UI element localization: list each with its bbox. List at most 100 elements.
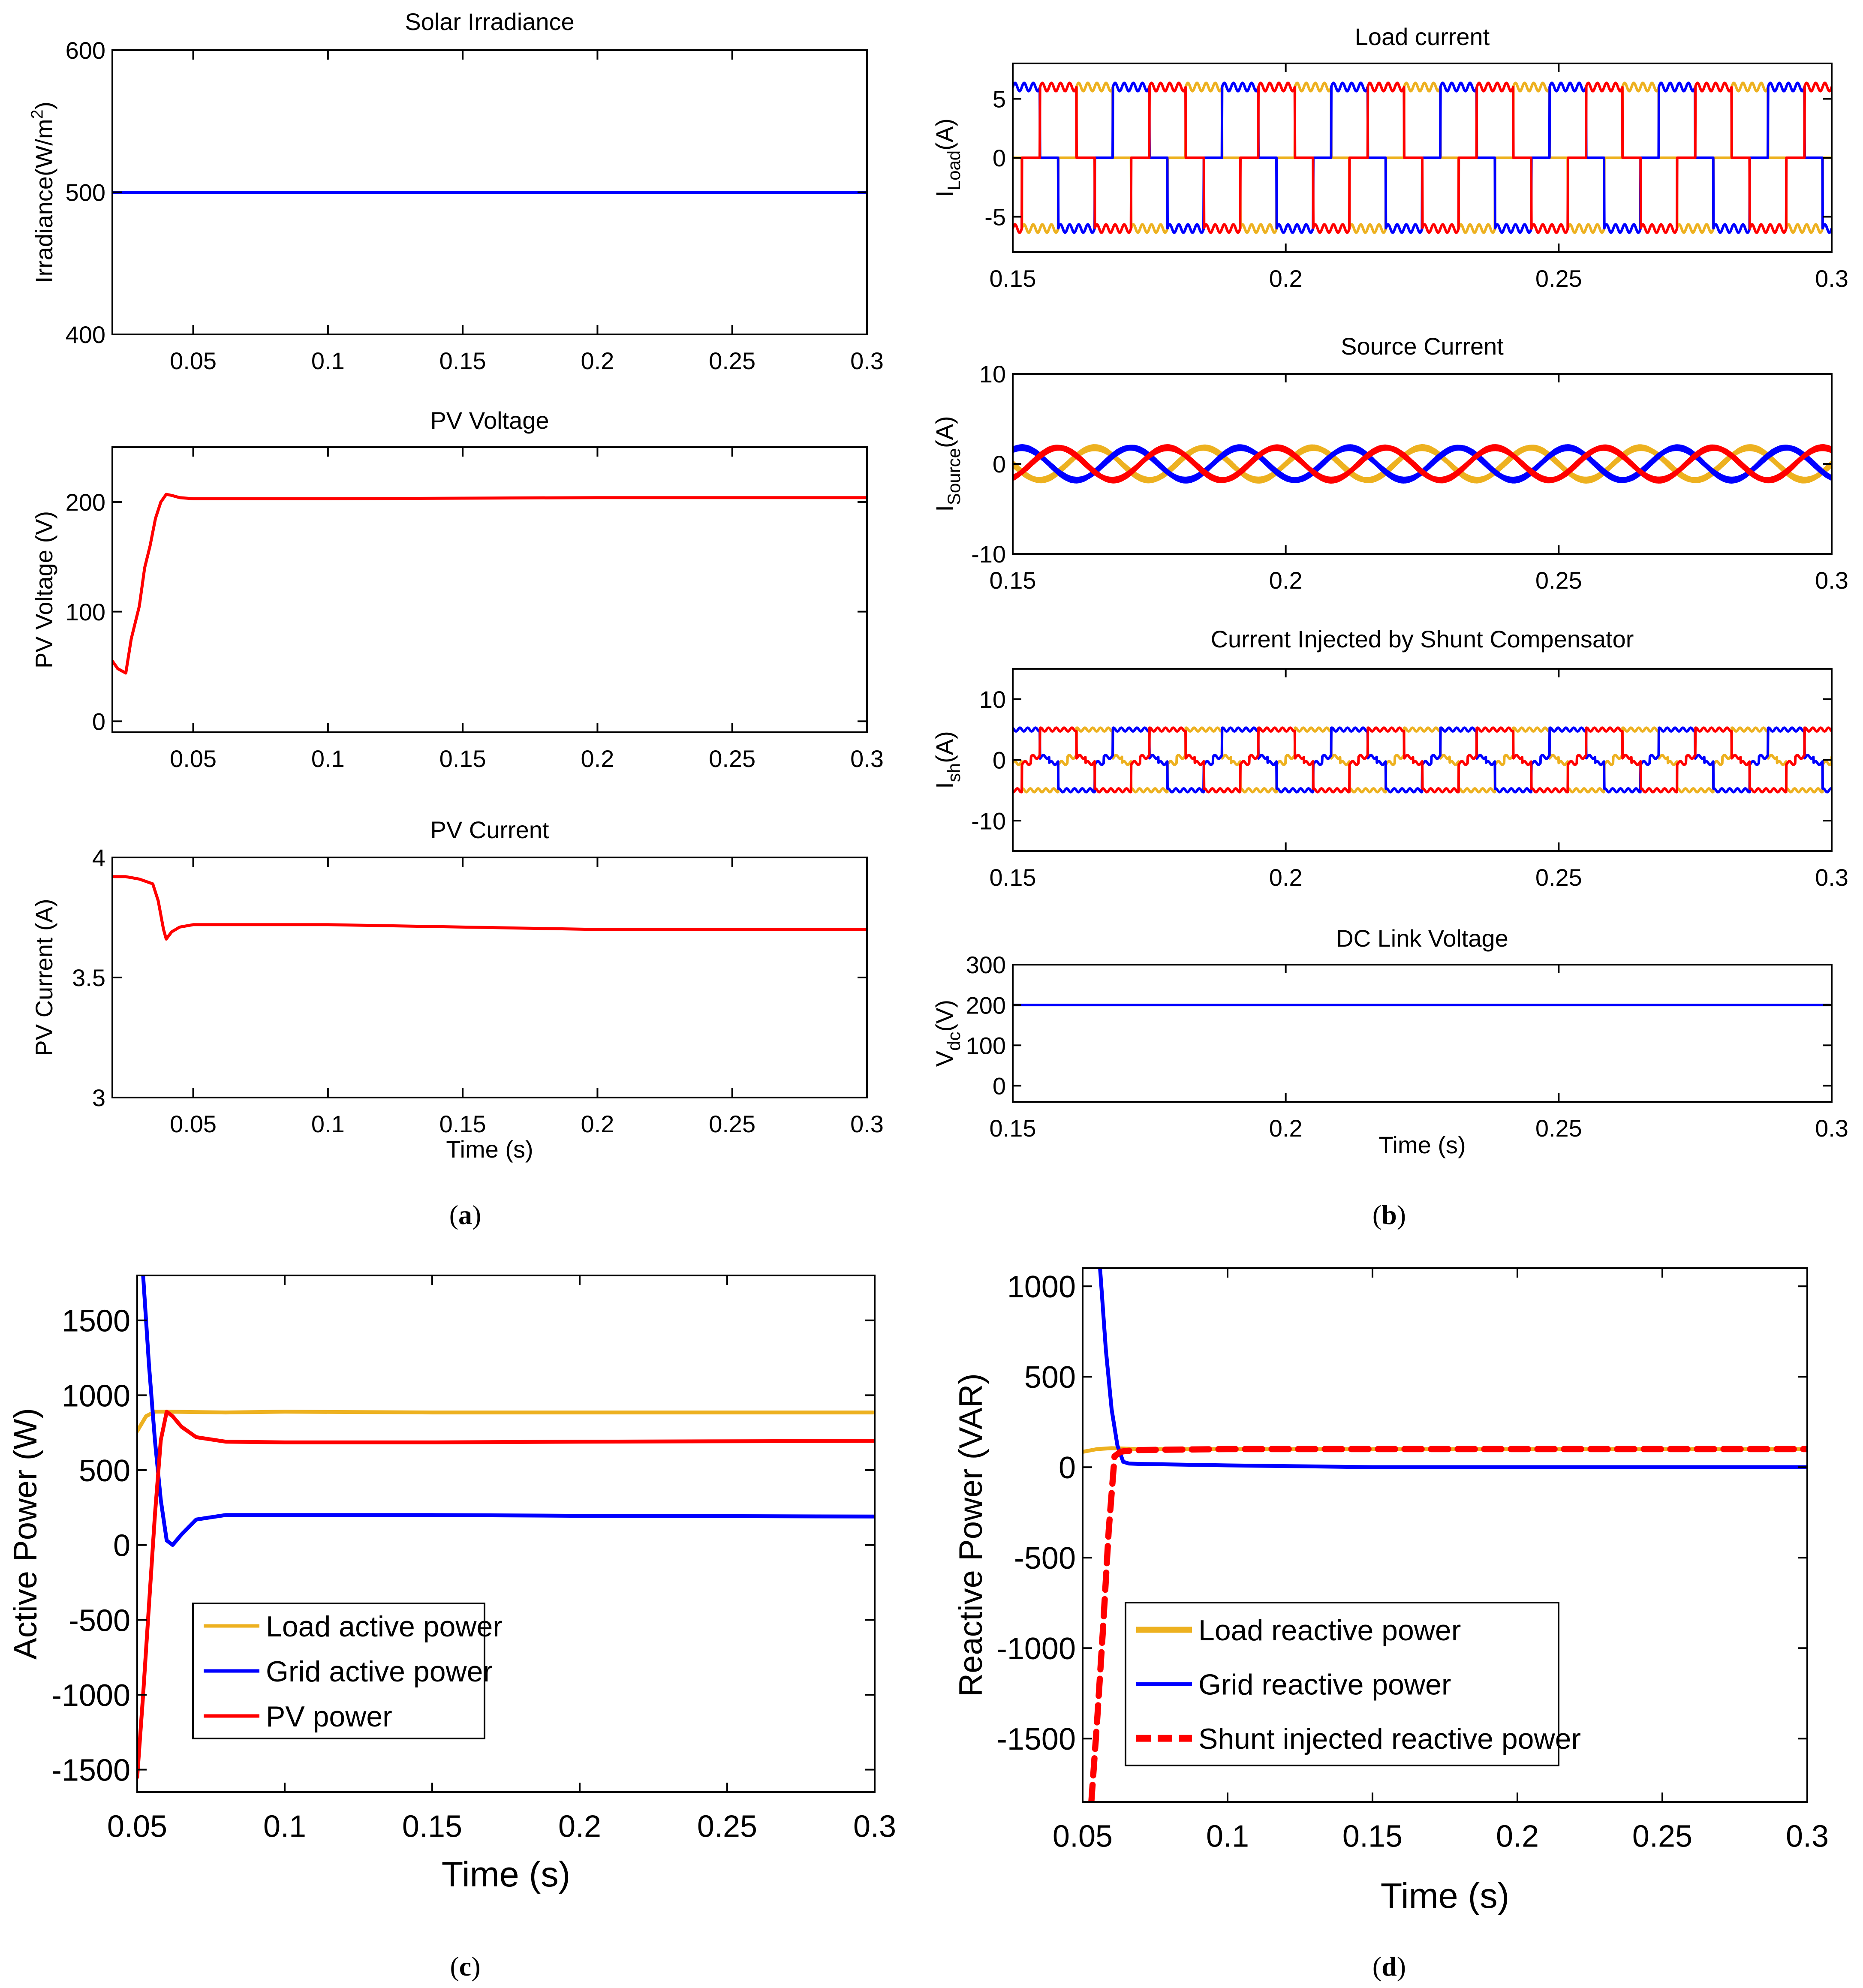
chart-title: Source Current <box>1341 333 1504 360</box>
x-tick-label: 0.05 <box>170 745 217 772</box>
x-tick-label: 0.15 <box>990 1115 1036 1142</box>
x-tick-label: 0.25 <box>1535 567 1582 594</box>
x-tick-label: 0.25 <box>1535 265 1582 292</box>
chart-ish: 0.15 0.2 0.25 0.3 -10 0 10 Current Injected by … <box>931 626 1848 891</box>
y-axis-label: Active Power (W) <box>7 1408 44 1660</box>
y-tick-label: 500 <box>1024 1360 1076 1395</box>
y-axis-label: Reactive Power (VAR) <box>953 1373 989 1697</box>
x-tick-label: 0.25 <box>1535 864 1582 891</box>
axes-frame <box>111 857 868 1098</box>
y-tick-label: 10 <box>979 361 1006 388</box>
x-tick-label: 0.15 <box>990 265 1036 292</box>
series-line-qreact-1 <box>1098 1268 1807 1469</box>
chart-pvv: 0.05 0.1 0.15 0.2 0.25 0.3 0 100 200 PV Voltage PV… <box>30 407 884 772</box>
legend-entry: Load active power <box>266 1610 503 1643</box>
x-tick-label: 0.15 <box>439 1110 486 1137</box>
x-tick-label: 0.2 <box>1269 265 1303 292</box>
chart-title: Current Injected by Shunt Compensator <box>1211 626 1634 653</box>
y-tick-label: 0 <box>993 747 1006 774</box>
series-line-iload-0 <box>1013 81 1832 234</box>
axes-frame <box>1012 668 1833 852</box>
y-tick-label: 100 <box>966 1032 1006 1059</box>
y-tick-label: 3 <box>92 1084 105 1111</box>
y-tick-label: 400 <box>66 321 105 348</box>
panel-label-b: (b) <box>1372 1200 1406 1230</box>
x-tick-label: 0.05 <box>170 347 217 374</box>
y-tick-label: 600 <box>66 37 105 64</box>
chart-title: DC Link Voltage <box>1336 925 1508 952</box>
x-tick-label: 0.15 <box>439 347 486 374</box>
x-tick-label: 0.15 <box>402 1809 462 1844</box>
y-tick-label: 1500 <box>62 1304 130 1338</box>
chart-iload: 0.15 0.2 0.25 0.3 -5 0 5 Load current ILoad(A) <box>931 23 1848 292</box>
series-line-isrc-0 <box>1013 444 1832 484</box>
x-tick-label: 0.1 <box>311 347 345 374</box>
y-tick-label: 1000 <box>1007 1270 1076 1304</box>
x-axis-label: Time (s) <box>1381 1876 1509 1916</box>
x-tick-label: 0.2 <box>1269 1115 1303 1142</box>
axes-frame <box>1012 964 1833 1103</box>
chart-title: PV Voltage <box>430 407 549 434</box>
x-axis-label: Time (s) <box>446 1136 533 1163</box>
y-tick-label: 200 <box>66 489 105 516</box>
x-tick-label: 0.3 <box>1815 1115 1848 1142</box>
x-axis-label: Time (s) <box>442 1854 570 1894</box>
y-tick-label: 0 <box>92 708 105 735</box>
series-line-qreact-2 <box>1088 1446 1807 1802</box>
x-tick-label: 0.25 <box>709 347 755 374</box>
y-tick-label: 300 <box>966 951 1006 978</box>
x-tick-label: 0.05 <box>170 1110 217 1137</box>
y-axis-label: Ish(A) <box>931 731 964 789</box>
chart-vdc: 0.15 0.2 0.25 0.3 0 100 200 300 DC Link Voltage T… <box>931 925 1848 1158</box>
y-tick-label: 500 <box>79 1454 130 1488</box>
legend-entry: Shunt injected reactive power <box>1198 1723 1581 1755</box>
y-axis-label: ISource(A) <box>931 416 964 511</box>
x-tick-label: 0.25 <box>697 1809 757 1844</box>
chart-isrc: 0.15 0.2 0.25 0.3 -10 0 10 Source Current ISourc… <box>931 333 1848 594</box>
chart-qreact: 0.05 0.1 0.15 0.2 0.25 0.3 -1500 -1000 -500 0 500 1… <box>953 1267 1829 1916</box>
x-tick-label: 0.25 <box>709 1110 755 1137</box>
y-tick-label: -10 <box>971 807 1006 834</box>
legend: Load reactive power Grid reactive power Sh… <box>1125 1602 1581 1766</box>
x-tick-label: 0.15 <box>439 745 486 772</box>
y-tick-label: 3.5 <box>72 964 105 991</box>
x-tick-label: 0.3 <box>1786 1819 1829 1853</box>
y-axis-label: Irradiance(W/m2) <box>28 102 57 283</box>
series-line-pact-1 <box>141 1275 875 1547</box>
panel-label-d: (d) <box>1372 1951 1406 1982</box>
series-line-pact-0 <box>137 1410 875 1433</box>
x-tick-label: 0.3 <box>1815 567 1848 594</box>
axes-frame <box>111 446 868 733</box>
series-line-isrc-2 <box>1013 444 1832 484</box>
y-tick-label: -500 <box>69 1603 130 1638</box>
x-tick-label: 0.25 <box>1535 1115 1582 1142</box>
axes-frame <box>1082 1267 1808 1803</box>
chart-irr: 0.05 0.1 0.15 0.2 0.25 0.3 400 500 600 Solar Irra… <box>28 8 884 374</box>
x-tick-label: 0.1 <box>1206 1819 1249 1853</box>
x-tick-label: 0.3 <box>1815 265 1848 292</box>
y-tick-label: 0 <box>1059 1451 1076 1485</box>
x-tick-label: 0.2 <box>1269 567 1303 594</box>
y-axis-label: ILoad(A) <box>931 118 964 197</box>
x-tick-label: 0.2 <box>1496 1819 1539 1853</box>
legend-entry: Grid active power <box>266 1655 493 1688</box>
x-tick-label: 0.1 <box>311 745 345 772</box>
x-tick-label: 0.15 <box>990 567 1036 594</box>
chart-title: Load current <box>1355 23 1490 50</box>
chart-title: Solar Irradiance <box>405 8 574 35</box>
x-tick-label: 0.2 <box>1269 864 1303 891</box>
y-tick-label: -500 <box>1014 1541 1076 1576</box>
series-line-ish-2 <box>1013 726 1832 794</box>
y-axis-label: Vdc(V) <box>931 1000 964 1067</box>
axes-frame <box>136 1275 876 1793</box>
y-tick-label: -1000 <box>997 1632 1076 1666</box>
series-line-iload-2 <box>1013 81 1832 234</box>
x-tick-label: 0.3 <box>850 347 884 374</box>
x-tick-label: 0.05 <box>1053 1819 1113 1853</box>
y-tick-label: 10 <box>979 686 1006 713</box>
legend-entry: Grid reactive power <box>1198 1668 1451 1701</box>
x-tick-label: 0.15 <box>1342 1819 1403 1853</box>
y-tick-label: -1000 <box>51 1678 130 1713</box>
x-tick-label: 0.25 <box>1632 1819 1692 1853</box>
